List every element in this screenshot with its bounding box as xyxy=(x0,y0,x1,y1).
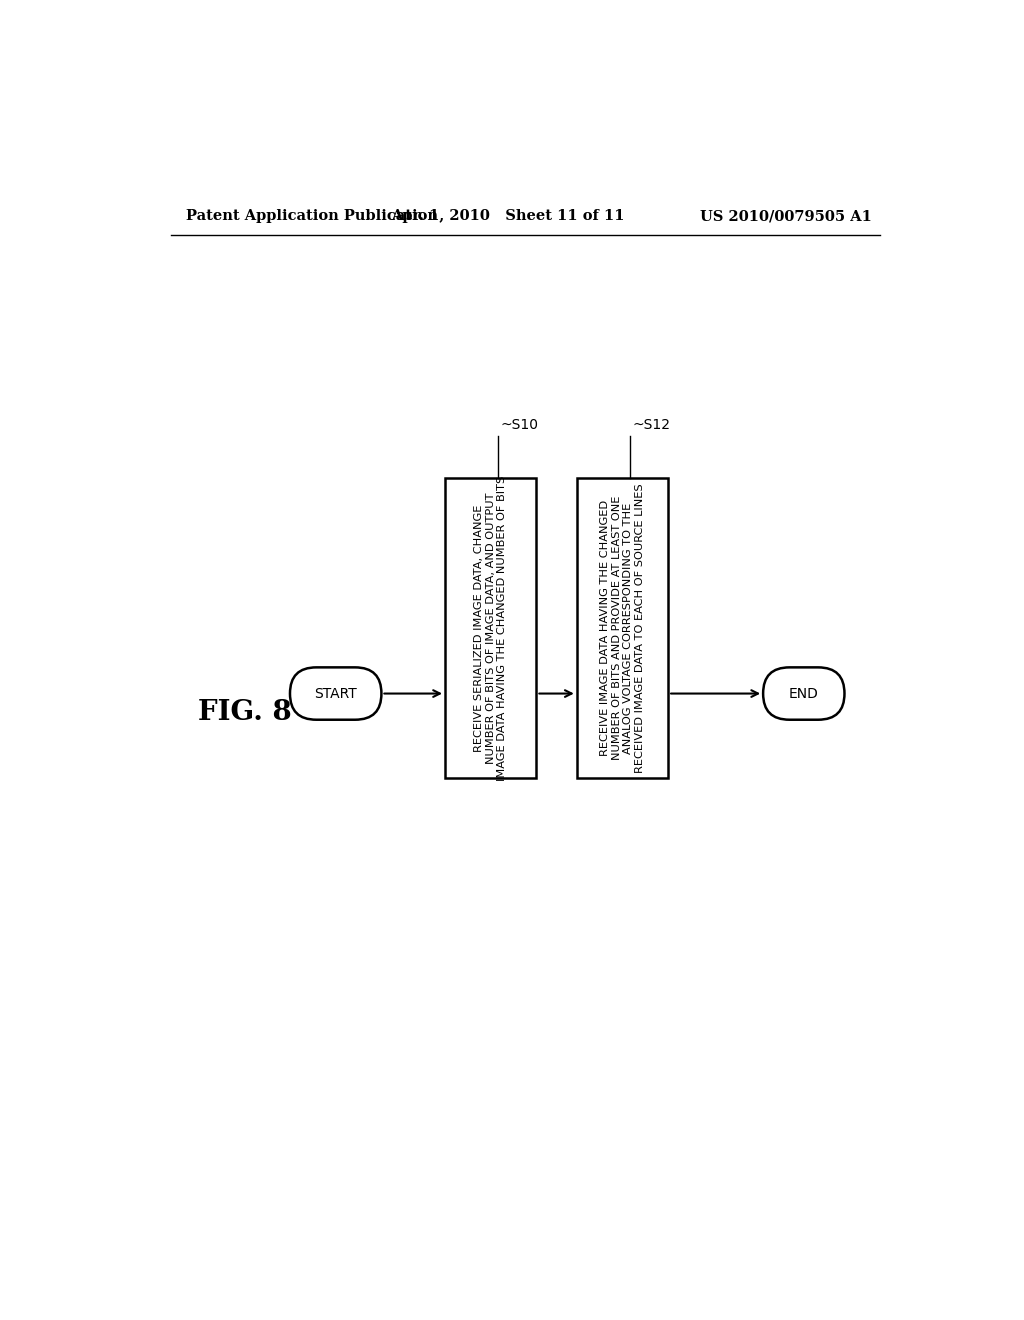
Text: US 2010/0079505 A1: US 2010/0079505 A1 xyxy=(700,209,872,223)
Bar xyxy=(577,478,669,779)
Bar xyxy=(445,478,537,779)
Text: ~S10: ~S10 xyxy=(501,417,539,432)
Text: ~S12: ~S12 xyxy=(633,417,671,432)
Text: END: END xyxy=(788,686,819,701)
Text: Apr. 1, 2010   Sheet 11 of 11: Apr. 1, 2010 Sheet 11 of 11 xyxy=(391,209,625,223)
Text: RECEIVE IMAGE DATA HAVING THE CHANGED
NUMBER OF BITS AND PROVIDE AT LEAST ONE
AN: RECEIVE IMAGE DATA HAVING THE CHANGED NU… xyxy=(600,483,645,774)
Text: FIG. 8: FIG. 8 xyxy=(198,700,292,726)
FancyBboxPatch shape xyxy=(290,668,381,719)
FancyBboxPatch shape xyxy=(763,668,845,719)
Text: START: START xyxy=(314,686,357,701)
Text: Patent Application Publication: Patent Application Publication xyxy=(186,209,438,223)
Text: RECEIVE SERIALIZED IMAGE DATA, CHANGE
NUMBER OF BITS OF IMAGE DATA, AND OUTPUT
I: RECEIVE SERIALIZED IMAGE DATA, CHANGE NU… xyxy=(474,475,507,780)
